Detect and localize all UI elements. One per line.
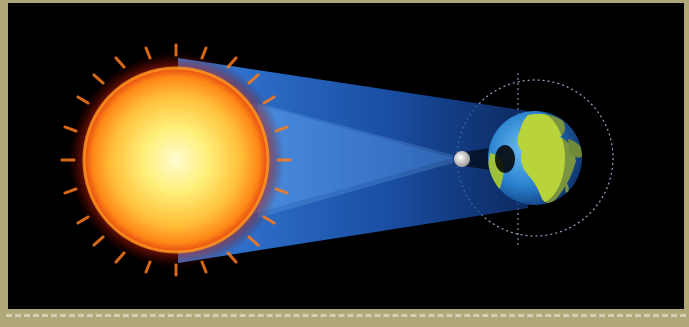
inner-light — [258, 103, 453, 218]
earth-shade — [535, 111, 582, 205]
sun-flares — [60, 43, 292, 277]
solar-eclipse-diagram — [60, 43, 614, 277]
sun — [84, 68, 268, 252]
bottom-dashed-border — [6, 314, 686, 317]
moon-orbit — [456, 79, 614, 237]
diagram-panel — [8, 3, 684, 309]
umbra-spot — [495, 145, 515, 173]
moon — [454, 151, 470, 167]
